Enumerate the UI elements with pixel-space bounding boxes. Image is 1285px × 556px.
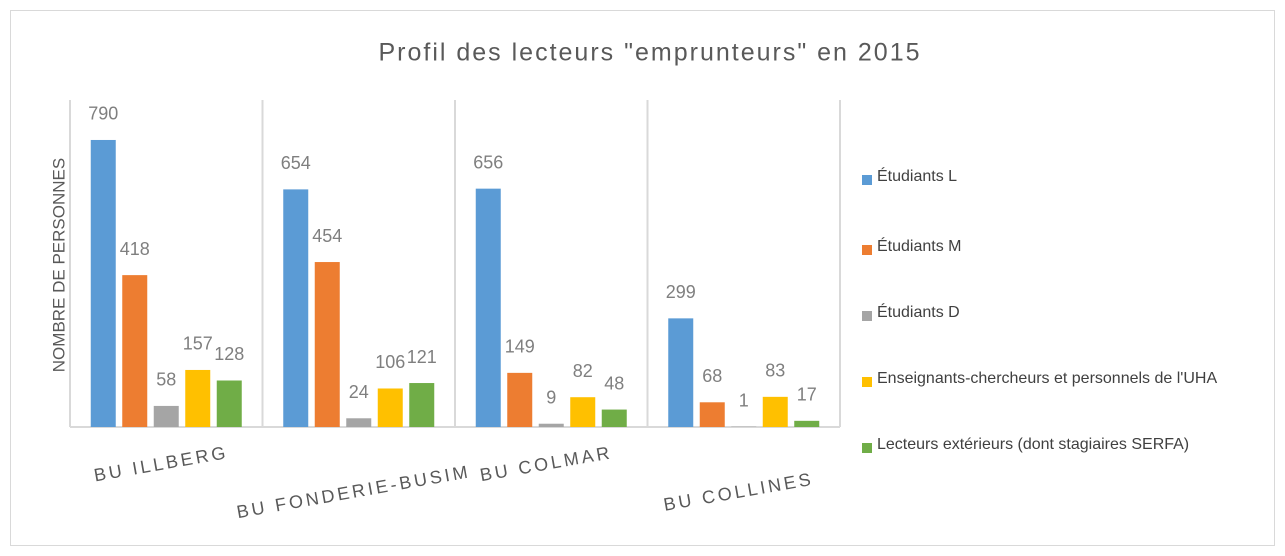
data-label: 157 [183, 334, 213, 354]
bar [601, 409, 627, 427]
data-label: 68 [702, 366, 722, 386]
data-label: 24 [349, 382, 369, 402]
bar [538, 423, 564, 427]
data-label: 454 [312, 226, 342, 246]
data-label: 418 [120, 239, 150, 259]
bar [794, 420, 820, 427]
legend-item: Étudiants L [862, 168, 1262, 190]
bar [283, 189, 309, 427]
chart-title: Profil des lecteurs "emprunteurs" en 201… [378, 39, 921, 67]
legend-item: Étudiants D [862, 304, 1262, 326]
bar [409, 383, 435, 427]
legend-label: Étudiants M [877, 238, 962, 255]
legend-item: Lecteurs extérieurs (dont stagiaires SER… [862, 436, 1262, 458]
legend-label: Lecteurs extérieurs (dont stagiaires SER… [877, 436, 1190, 453]
data-label: 128 [214, 344, 244, 364]
bar [314, 262, 340, 427]
legend-item: Étudiants M [862, 238, 1262, 260]
chart-border [10, 10, 1275, 546]
bar [122, 275, 148, 427]
bar [699, 402, 725, 427]
data-label: 9 [546, 387, 556, 407]
legend-swatch [862, 175, 872, 185]
bar [570, 397, 596, 427]
data-label: 654 [281, 153, 311, 173]
bar [377, 388, 403, 427]
legend-swatch [862, 443, 872, 453]
legend-swatch [862, 377, 872, 387]
data-label: 106 [375, 352, 405, 372]
data-label: 58 [156, 370, 176, 390]
data-label: 121 [407, 347, 437, 367]
data-label: 149 [505, 337, 535, 357]
legend-swatch [862, 245, 872, 255]
data-label: 17 [797, 385, 817, 405]
legend-swatch [862, 311, 872, 321]
bar [90, 139, 116, 427]
bar [153, 405, 179, 427]
data-label: 82 [573, 361, 593, 381]
legend-label: Étudiants L [877, 168, 958, 185]
data-label: 299 [666, 282, 696, 302]
bar [668, 318, 694, 427]
legend-label: Enseignants-chercheurs et personnels de … [877, 370, 1218, 387]
y-axis-title: NOMBRE DE PERSONNES [49, 158, 68, 372]
bar [507, 372, 533, 427]
data-label: 656 [473, 152, 503, 172]
legend-label: Étudiants D [877, 304, 960, 321]
legend-item: Enseignants-chercheurs et personnels de … [862, 370, 1262, 392]
bar [762, 396, 788, 427]
data-label: 83 [765, 361, 785, 381]
bar [346, 418, 372, 427]
bar [185, 369, 211, 427]
data-label: 1 [739, 390, 749, 410]
bar [216, 380, 242, 427]
data-label: 48 [604, 373, 624, 393]
data-label: 790 [88, 104, 118, 124]
bar [475, 188, 501, 427]
